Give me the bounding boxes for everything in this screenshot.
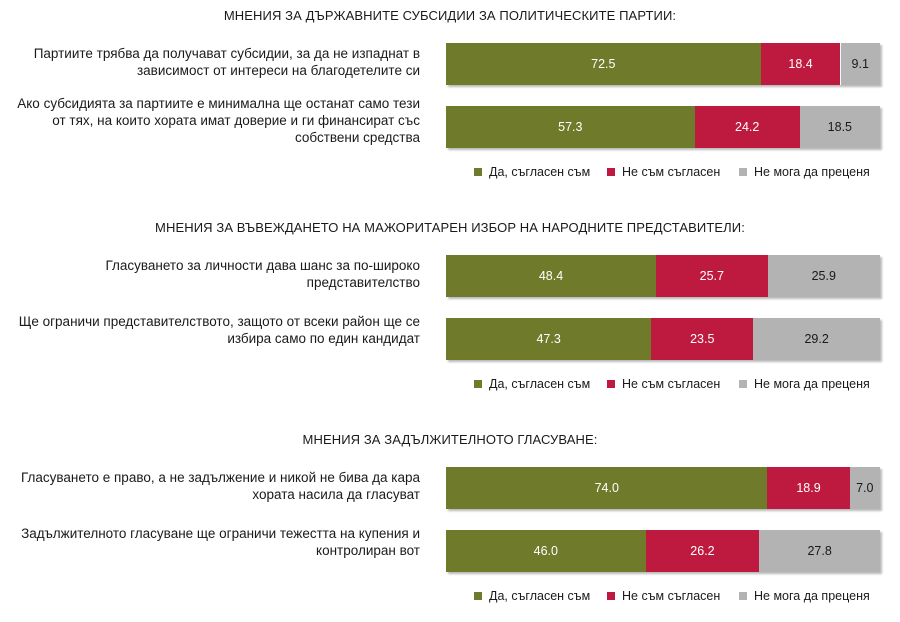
data-label: 18.9 [796,481,821,495]
bar-segment: 18.5 [799,106,880,148]
row-label-line: Партиите трябва да получават субсидии, з… [33,46,420,61]
bar-segment: 29.2 [753,318,880,360]
bar-segment: 47.3 [446,318,652,360]
legend-label: Да, съгласен съм [489,377,591,391]
data-label: 26.2 [690,544,715,558]
row-label-line: зависимост от интереси на благодетелите … [136,63,420,78]
legend-swatch [739,592,747,600]
row-label-line: избира само по един кандидат [227,331,420,346]
data-label: 27.8 [807,544,832,558]
row-label: Задължителното гласуване ще ограничи теж… [0,525,420,559]
data-label: 57.3 [558,120,583,134]
stacked-bar: 46.0 26.2 27.8 [446,530,880,572]
legend-label: Не мога да преценя [754,165,870,179]
legend-label: Не съм съгласен [622,377,721,391]
bar-segment: 72.5 [446,43,761,85]
chart-panel: МНЕНИЯ ЗА ВЪВЕЖДАНЕТО НА МАЖОРИТАРЕН ИЗБ… [0,220,900,410]
legend-swatch [739,168,747,176]
data-label: 18.5 [827,120,853,134]
row-label-line: представителство [306,275,420,290]
legend-item: Не мога да преценя [739,165,870,179]
legend-item: Да, съгласен съм [474,589,590,603]
legend-swatch [607,380,615,388]
data-label: 23.5 [690,332,715,346]
legend-swatch [474,592,482,600]
bar-segment: 25.9 [767,255,880,297]
row-label-line: Ако субсидията за партиите е минимална щ… [17,96,420,111]
bar-segment: 27.8 [759,530,880,572]
data-label: 18.4 [788,57,813,71]
row-label: Гласуването за личности дава шанс за по-… [0,257,420,291]
row-label: Ако субсидията за партиите е минимална щ… [0,95,420,146]
row-label-line: Ще ограничи представителството, защото о… [18,314,420,329]
legend-label: Не мога да преценя [754,589,870,603]
bar-segment: 9.1 [840,43,880,85]
row-label-line: Гласуването за личности дава шанс за по-… [105,258,420,273]
legend-item: Да, съгласен съм [474,377,590,391]
data-label: 7.0 [856,481,874,495]
legend-item: Не съм съгласен [607,165,720,179]
row-label: Партиите трябва да получават субсидии, з… [0,45,420,79]
stacked-bar: 74.0 18.9 7.0 [446,467,880,509]
data-label: 72.5 [591,57,616,71]
bar-segment: 26.2 [645,530,760,572]
legend-label: Не съм съгласен [622,589,721,603]
bar-segment: 46.0 [446,530,646,572]
legend-item: Не мога да преценя [739,377,870,391]
data-label: 29.2 [804,332,829,346]
legend-item: Не мога да преценя [739,589,870,603]
bar-segment: 74.0 [446,467,768,509]
panel-title: МНЕНИЯ ЗА ЗАДЪЛЖИТЕЛНОТО ГЛАСУВАНЕ: [302,432,598,447]
data-label: 47.3 [536,332,561,346]
data-label: 25.9 [811,269,836,283]
legend-item: Не съм съгласен [607,589,720,603]
row-label-line: собствени средства [294,130,420,145]
stacked-bar: 47.3 23.5 29.2 [446,318,880,360]
bar-segment: 18.9 [767,467,850,509]
chart-panel: МНЕНИЯ ЗА ДЪРЖАВНИТЕ СУБСИДИИ ЗА ПОЛИТИЧ… [0,8,900,198]
bar-segment: 24.2 [694,106,800,148]
bar-segment: 7.0 [849,467,880,509]
legend-item: Не съм съгласен [607,377,720,391]
data-label: 74.0 [594,481,619,495]
bar-segment: 23.5 [651,318,754,360]
legend-item: Да, съгласен съм [474,165,590,179]
row-label-line: хората насила да гласуват [252,487,420,502]
data-label: 46.0 [533,544,558,558]
stacked-bar: 48.4 25.7 25.9 [446,255,880,297]
legend-swatch [739,380,747,388]
data-label: 25.7 [699,269,724,283]
row-label-line: Гласуването е право, а не задължение и н… [20,470,420,485]
bar-segment: 25.7 [656,255,768,297]
legend-label: Да, съгласен съм [489,589,591,603]
legend-label: Не съм съгласен [622,165,721,179]
stacked-bar: 57.3 24.2 18.5 [446,106,880,148]
bar-segment: 18.4 [760,43,841,85]
row-label-line: контролиран вот [316,543,420,558]
legend-label: Да, съгласен съм [489,165,591,179]
row-label: Гласуването е право, а не задължение и н… [0,469,420,503]
legend-swatch [607,168,615,176]
panel-title: МНЕНИЯ ЗА ВЪВЕЖДАНЕТО НА МАЖОРИТАРЕН ИЗБ… [155,220,745,235]
bar-segment: 57.3 [446,106,695,148]
stacked-bar: 72.5 18.4 9.1 [446,43,880,85]
legend-swatch [607,592,615,600]
data-label: 9.1 [851,57,869,71]
legend-swatch [474,380,482,388]
chart-panel: МНЕНИЯ ЗА ЗАДЪЛЖИТЕЛНОТО ГЛАСУВАНЕ: Гласу… [0,432,900,622]
row-label-line: Задължителното гласуване ще ограничи теж… [21,526,420,541]
data-label: 48.4 [538,269,564,283]
bar-segment: 48.4 [446,255,657,297]
data-label: 24.2 [735,120,760,134]
row-label: Ще ограничи представителството, защото о… [0,313,420,347]
panel-title: МНЕНИЯ ЗА ДЪРЖАВНИТЕ СУБСИДИИ ЗА ПОЛИТИЧ… [223,8,677,23]
legend-label: Не мога да преценя [754,377,870,391]
row-label-line: от тях, на които хората имат доверие и г… [52,113,420,128]
legend-swatch [474,168,482,176]
